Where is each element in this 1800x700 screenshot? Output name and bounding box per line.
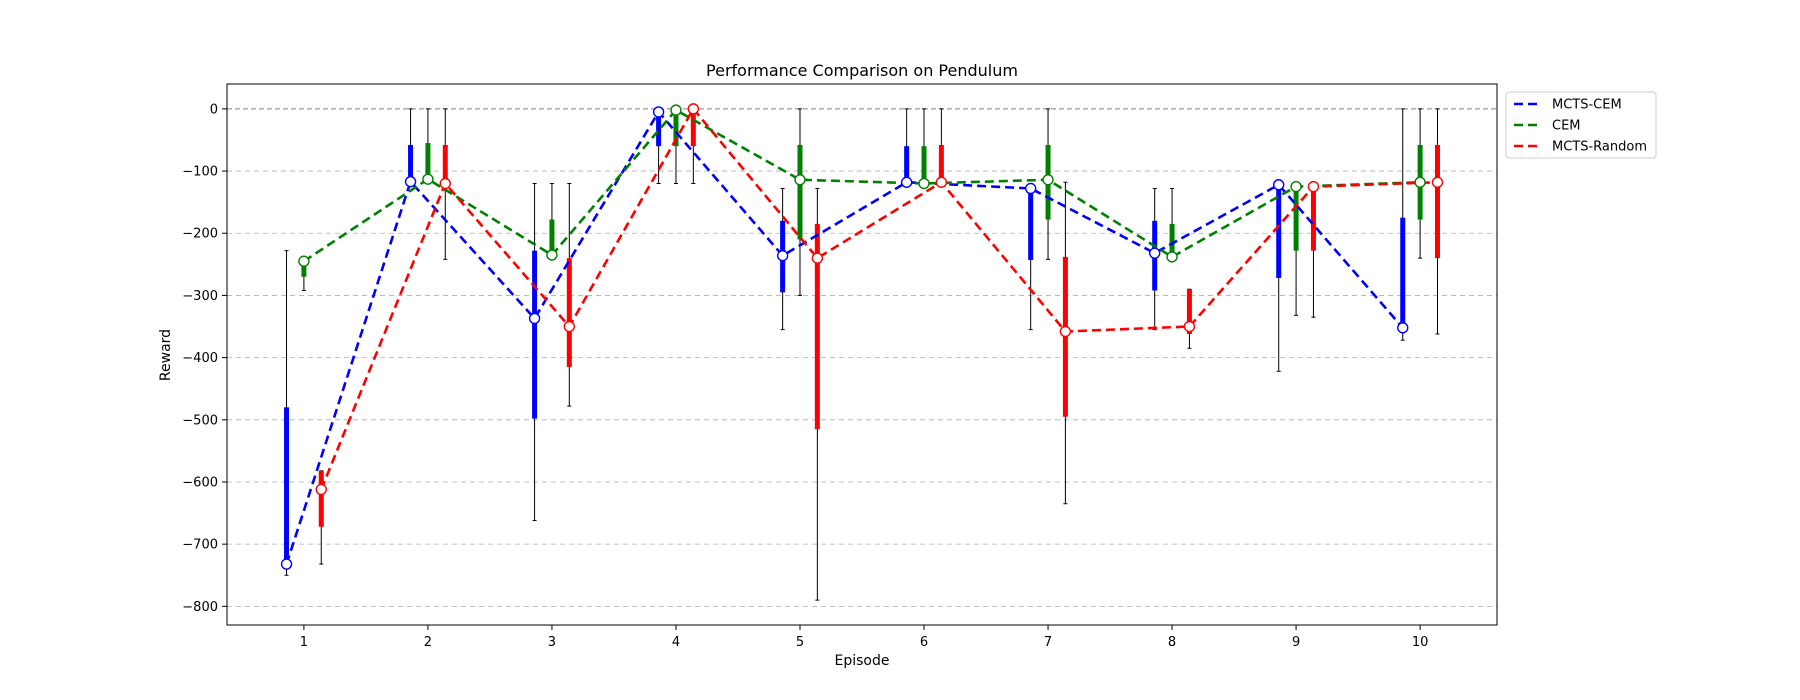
x-tick-label: 1 bbox=[300, 635, 308, 650]
data-point bbox=[546, 249, 558, 261]
data-point bbox=[1397, 322, 1409, 334]
legend: MCTS-CEM CEM MCTS-Random bbox=[1505, 91, 1657, 159]
grid-layer bbox=[227, 170, 1497, 607]
y-axis-ticks: 0 −100 −200 −300 −400 −500 −600 −700 −800 bbox=[182, 102, 227, 615]
data-point bbox=[1042, 174, 1054, 186]
data-point bbox=[528, 312, 541, 325]
x-tick-label: 6 bbox=[920, 635, 928, 650]
iqr-bar bbox=[1028, 192, 1034, 260]
data-point bbox=[794, 174, 806, 186]
iqr-bar bbox=[1434, 144, 1440, 259]
data-point bbox=[422, 173, 434, 185]
iqr-bar bbox=[301, 258, 307, 277]
iqr-bar bbox=[408, 144, 414, 184]
iqr-bar bbox=[797, 144, 803, 240]
y-tick-label: −200 bbox=[182, 227, 218, 242]
iqr-bar bbox=[1310, 186, 1316, 251]
y-tick-label: −700 bbox=[182, 538, 218, 553]
iqr-bar bbox=[938, 144, 944, 184]
data-point bbox=[811, 252, 824, 264]
y-tick-label: −800 bbox=[182, 600, 218, 615]
data-point bbox=[776, 249, 789, 262]
iqr-bar bbox=[284, 407, 290, 566]
y-axis-label: Reward bbox=[158, 329, 174, 381]
data-point bbox=[687, 103, 700, 115]
iqr-bar bbox=[1186, 289, 1192, 334]
x-tick-label: 8 bbox=[1168, 635, 1176, 650]
legend-label: MCTS-Random bbox=[1552, 140, 1647, 155]
series-line bbox=[320, 106, 1438, 490]
marker-layer bbox=[280, 103, 1444, 570]
iqr-bar bbox=[1276, 183, 1282, 279]
x-tick-label: 10 bbox=[1412, 635, 1429, 650]
x-tick-label: 2 bbox=[424, 635, 432, 650]
iqr-bar bbox=[318, 470, 324, 527]
y-tick-label: −600 bbox=[182, 475, 218, 490]
data-point bbox=[652, 106, 665, 118]
data-point bbox=[439, 177, 451, 190]
data-point bbox=[900, 176, 913, 188]
y-tick-label: 0 bbox=[210, 102, 218, 117]
series-line bbox=[285, 109, 1404, 565]
data-point bbox=[1166, 251, 1178, 263]
iqr-bar bbox=[1293, 186, 1299, 251]
data-point bbox=[298, 255, 310, 267]
data-point bbox=[1148, 247, 1161, 259]
data-point bbox=[1183, 320, 1196, 333]
x-tick-label: 7 bbox=[1044, 635, 1052, 650]
data-point bbox=[1414, 176, 1426, 188]
y-tick-label: −300 bbox=[182, 289, 218, 304]
y-tick-label: −100 bbox=[182, 165, 218, 180]
plot-frame bbox=[226, 83, 1498, 626]
iqr-bar bbox=[442, 144, 448, 184]
y-tick-label: −500 bbox=[182, 413, 218, 428]
data-point bbox=[918, 177, 930, 190]
data-point bbox=[315, 483, 327, 496]
data-point bbox=[670, 104, 682, 116]
data-point bbox=[1431, 176, 1444, 188]
iqr-bar bbox=[904, 146, 910, 184]
iqr-bar bbox=[673, 108, 679, 147]
data-point bbox=[935, 176, 948, 188]
x-axis-label: Episode bbox=[835, 653, 890, 669]
iqr-bar bbox=[549, 219, 555, 259]
data-point bbox=[1024, 182, 1037, 195]
x-tick-label: 4 bbox=[672, 635, 680, 650]
x-tick-label: 5 bbox=[796, 635, 804, 650]
data-point bbox=[1059, 325, 1072, 338]
iqr-bar bbox=[1169, 223, 1175, 259]
series-line bbox=[303, 108, 1421, 263]
data-point bbox=[563, 320, 576, 333]
iqr-bar bbox=[532, 250, 538, 419]
iqr-bar bbox=[425, 143, 431, 181]
iqr-bar bbox=[814, 223, 820, 430]
data-point bbox=[1290, 180, 1302, 193]
legend-frame bbox=[1505, 91, 1657, 159]
data-point bbox=[1307, 180, 1320, 193]
legend-items: MCTS-CEM CEM MCTS-Random bbox=[1514, 98, 1647, 155]
legend-label: MCTS-CEM bbox=[1552, 98, 1622, 113]
y-tick-label: −400 bbox=[182, 351, 218, 366]
legend-label: CEM bbox=[1552, 119, 1581, 134]
iqr-bar bbox=[1400, 217, 1406, 330]
data-point bbox=[280, 558, 293, 570]
iqr-bar bbox=[921, 146, 927, 184]
box-layer bbox=[284, 108, 1440, 566]
chart-title: Performance Comparison on Pendulum bbox=[706, 61, 1018, 80]
data-point bbox=[1273, 179, 1285, 191]
x-tick-label: 9 bbox=[1292, 635, 1300, 650]
data-point bbox=[404, 175, 417, 188]
x-axis-ticks: 1 2 3 4 5 6 7 8 9 10 bbox=[300, 625, 1429, 650]
series-line-layer bbox=[285, 106, 1438, 565]
iqr-bar bbox=[656, 108, 662, 147]
iqr-bar bbox=[690, 108, 696, 147]
x-tick-label: 3 bbox=[548, 635, 556, 650]
iqr-bar bbox=[566, 258, 572, 367]
